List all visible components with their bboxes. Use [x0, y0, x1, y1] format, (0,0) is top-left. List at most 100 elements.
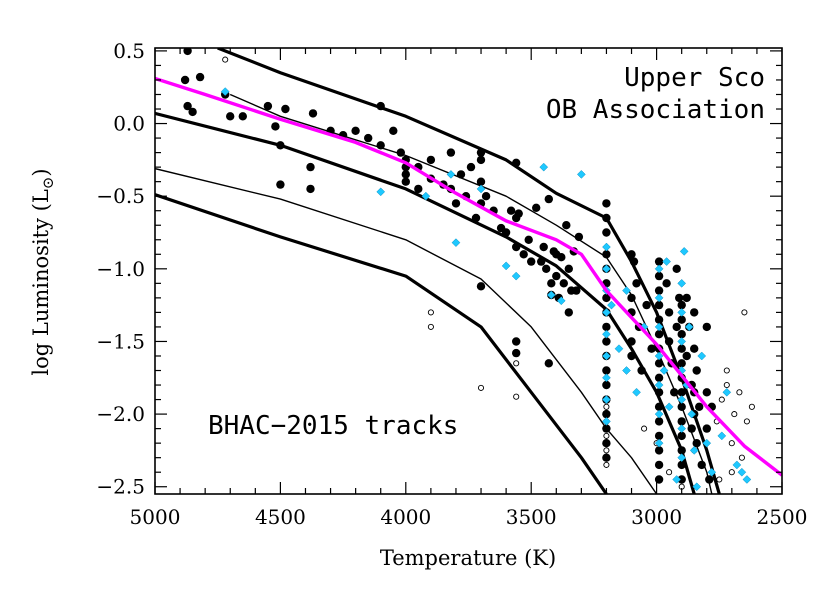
diamond-point [654, 438, 664, 448]
member-point [183, 48, 192, 56]
member-point [471, 213, 481, 223]
diamond-point [220, 87, 230, 96]
diamond-point [451, 238, 461, 248]
x-tick-label: 5000 [130, 505, 181, 529]
member-point [351, 126, 360, 135]
diamond-point [556, 296, 566, 306]
member-point [602, 322, 611, 332]
member-point [672, 322, 681, 332]
member-point [654, 431, 664, 441]
open-point [641, 425, 648, 432]
member-point [654, 475, 664, 484]
diamond-point [697, 351, 707, 361]
member-point [401, 170, 410, 179]
annotation-bhac-tracks: BHAC−2015 tracks [208, 411, 458, 441]
member-point [451, 199, 461, 208]
member-point [527, 257, 536, 266]
member-point [602, 366, 611, 375]
member-point [539, 242, 548, 252]
member-point [183, 101, 192, 111]
member-point [426, 155, 436, 165]
y-axis-title-main: log Luminosity (L [29, 189, 53, 375]
diamond-point [677, 395, 687, 404]
open-point [736, 389, 743, 396]
member-point [627, 293, 636, 303]
member-point [602, 337, 611, 346]
member-point [672, 264, 681, 273]
y-axis-title-sun: ⊙ [39, 177, 57, 190]
member-point [559, 279, 568, 288]
member-point [677, 431, 686, 441]
member-point [476, 177, 486, 186]
member-point [664, 308, 674, 317]
member-point [677, 330, 686, 339]
member-point [537, 257, 546, 266]
member-point [702, 388, 711, 397]
open-point [718, 396, 725, 403]
diamond-point [446, 170, 456, 179]
track-line-4 [155, 167, 658, 494]
open-point [513, 360, 520, 367]
member-point [705, 475, 714, 484]
diamond-point [664, 402, 674, 412]
diamond-point [654, 293, 664, 303]
open-point [477, 384, 485, 391]
member-point [654, 286, 664, 295]
member-point [276, 141, 285, 150]
member-point [574, 232, 584, 242]
y-axis-title: log Luminosity (L⊙) [29, 168, 57, 375]
diamond-point [677, 453, 687, 463]
diamond-point [672, 475, 682, 484]
member-point [195, 72, 205, 82]
member-point [654, 446, 664, 455]
member-point [682, 351, 691, 361]
member-point [654, 330, 664, 339]
open-point [728, 440, 735, 447]
member-point [238, 112, 247, 121]
x-tick-label: 2500 [757, 505, 808, 529]
member-point [675, 293, 684, 303]
annotation-upper-sco: Upper Sco [624, 63, 765, 93]
diamond-point [684, 322, 694, 332]
member-point [564, 308, 573, 317]
member-point [677, 417, 686, 426]
diamond-point [702, 438, 712, 448]
open-point [731, 411, 738, 418]
open-point [513, 393, 520, 400]
diamond-point [659, 366, 669, 375]
member-point [677, 402, 686, 411]
diamond-point [677, 278, 687, 288]
member-point [446, 148, 456, 157]
diamond-point [602, 395, 611, 404]
member-point [602, 228, 611, 237]
member-point [654, 417, 664, 426]
member-point [226, 112, 235, 121]
diamond-point [689, 446, 699, 455]
diamond-point [654, 409, 664, 419]
member-point [602, 453, 611, 462]
member-point [532, 203, 541, 212]
member-point [692, 366, 701, 375]
member-point [602, 439, 611, 448]
member-point [654, 402, 664, 411]
member-point [514, 209, 523, 218]
member-point [654, 271, 664, 281]
open-point [738, 454, 745, 461]
member-point [389, 126, 398, 135]
member-point [476, 155, 486, 165]
fit-line [155, 76, 782, 477]
diamond-point [679, 247, 689, 256]
member-point [396, 148, 405, 157]
plot-area [155, 48, 782, 494]
member-point [662, 279, 671, 288]
member-point [552, 271, 561, 281]
diamond-point [622, 366, 631, 375]
open-point [603, 403, 610, 410]
member-point [690, 308, 699, 317]
diamond-point [677, 337, 687, 346]
track-line-3 [155, 111, 696, 494]
diamond-point [476, 184, 486, 194]
diamond-point [602, 373, 611, 383]
open-point [427, 323, 434, 330]
member-point [677, 460, 686, 470]
